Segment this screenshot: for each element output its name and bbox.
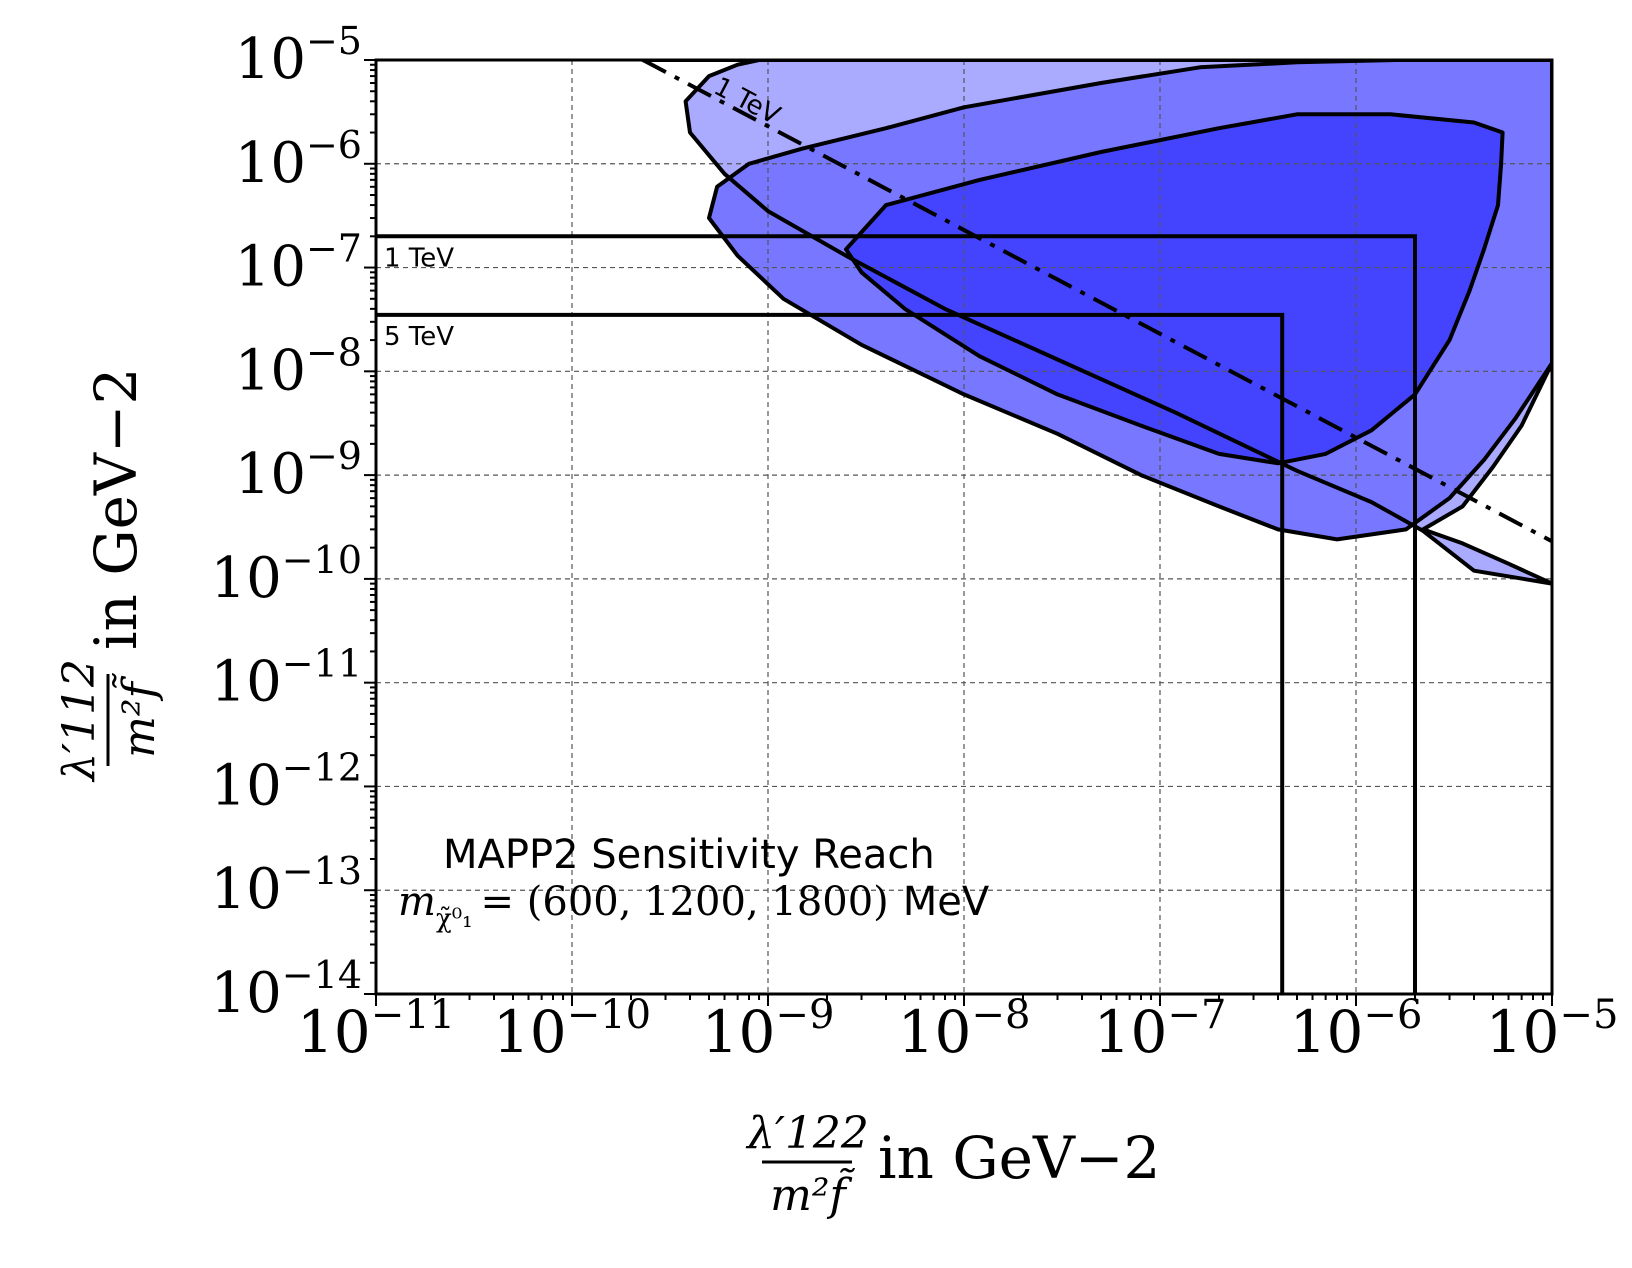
annotation-title: MAPP2 Sensitivity Reach xyxy=(443,832,935,878)
limit-label-1: 1 TeV xyxy=(384,243,454,273)
contour-m1800 xyxy=(844,112,1505,466)
x-tick-label: 10−10 xyxy=(493,992,651,1066)
x-tick-label: 10−6 xyxy=(1290,992,1423,1066)
y-tick-label: 10−5 xyxy=(235,19,362,92)
x-label-denominator: m²f̃ xyxy=(770,1166,856,1221)
region-m1800 xyxy=(846,114,1503,464)
y-label-unit: in GeV−2 xyxy=(82,368,150,650)
y-tick-label: 10−10 xyxy=(211,538,362,611)
x-tick-label: 10−8 xyxy=(898,992,1031,1066)
contour-m1200 xyxy=(707,60,1552,542)
y-label-denominator: m²f̃ xyxy=(110,672,165,758)
y-tick-label: 10−12 xyxy=(211,745,362,818)
y-tick-label: 10−9 xyxy=(235,434,362,507)
limit-line-2 xyxy=(376,312,1285,994)
x-label-unit: in GeV−2 xyxy=(878,1124,1160,1192)
annotation-mass-unit: MeV xyxy=(903,879,990,925)
grid xyxy=(376,60,1552,994)
y-label-numerator: λ′112 xyxy=(54,659,105,783)
x-tick-labels: 10−11 10−10 10−9 10−8 10−7 10−6 10−5 xyxy=(297,992,1619,1066)
contour-m600 xyxy=(640,60,1552,586)
annotation-mass-values: = (600, 1200, 1800) xyxy=(481,879,889,925)
x-axis-label: λ′122 m²f̃ in GeV−2 xyxy=(745,1108,1160,1221)
limit-label-2: 5 TeV xyxy=(384,322,454,352)
x-tick-label: 10−9 xyxy=(702,992,835,1066)
y-tick-labels: 10−5 10−6 10−7 10−8 10−9 10−10 10−11 10−12 10−13… xyxy=(211,19,362,1026)
y-tick-label: 10−7 xyxy=(235,227,362,300)
y-tick-label: 10−14 xyxy=(211,953,362,1026)
annotation-mass: mχ̃⁰₁ = (600, 1200, 1800) MeV xyxy=(398,879,990,934)
annotation-mass-symbol: m xyxy=(398,879,436,925)
y-tick-label: 10−11 xyxy=(211,642,362,715)
y-axis-label: λ′112 m²f̃ in GeV−2 xyxy=(54,368,165,783)
y-tick-label: 10−6 xyxy=(235,123,362,196)
x-label-numerator: λ′122 xyxy=(745,1108,869,1159)
x-tick-label: 10−5 xyxy=(1486,992,1619,1066)
x-tick-label: 10−11 xyxy=(297,992,455,1066)
y-tick-label: 10−8 xyxy=(235,330,362,403)
annotation-mass-sub: χ̃⁰₁ xyxy=(436,904,473,934)
axis-ticks xyxy=(364,59,1553,1006)
y-tick-label: 10−13 xyxy=(211,849,362,922)
limit-line-1 xyxy=(376,234,1417,994)
dashdot-line xyxy=(641,60,1552,544)
x-tick-label: 10−7 xyxy=(1094,992,1227,1066)
